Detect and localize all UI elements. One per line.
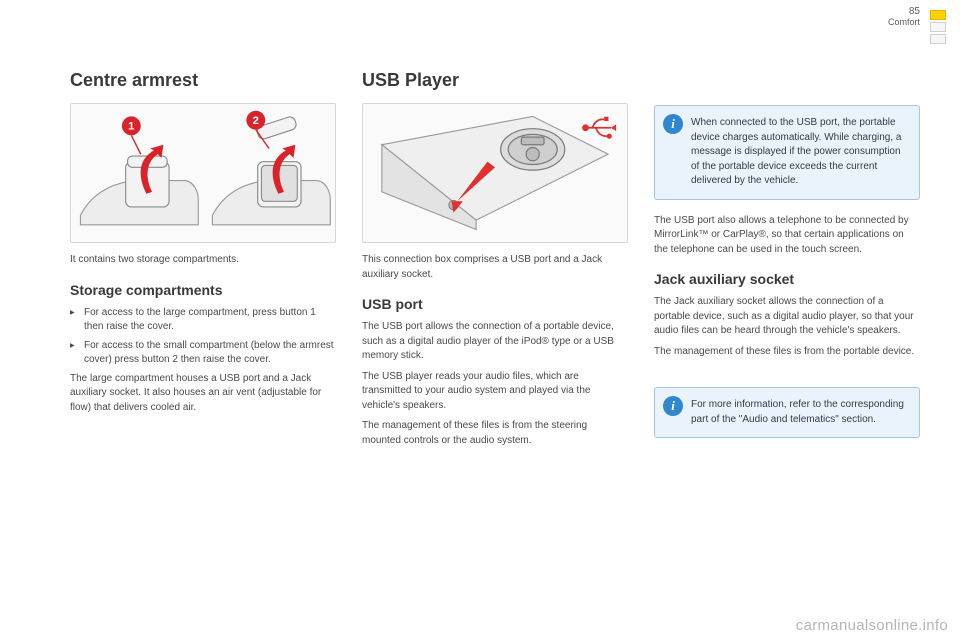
callout-2-text: 2 bbox=[253, 115, 259, 127]
info-box-reference: i For more information, refer to the cor… bbox=[654, 387, 920, 438]
page-header: 85 Comfort bbox=[888, 6, 920, 27]
usb-p1: The USB port allows the connection of a … bbox=[362, 320, 628, 364]
usb-p3: The management of these files is from th… bbox=[362, 419, 628, 448]
heading-storage-compartments: Storage compartments bbox=[70, 282, 336, 298]
tab-inactive-1 bbox=[930, 22, 946, 32]
mirrorlink-text: The USB port also allows a telephone to … bbox=[654, 214, 920, 258]
usb-caption: This connection box comprises a USB port… bbox=[362, 253, 628, 282]
info-icon: i bbox=[663, 396, 683, 416]
usb-p2: The USB player reads your audio files, w… bbox=[362, 370, 628, 414]
jack-p1: The Jack auxiliary socket allows the con… bbox=[654, 295, 920, 339]
info-charging-text: When connected to the USB port, the port… bbox=[691, 117, 901, 186]
bullet-large-compartment: For access to the large compartment, pre… bbox=[70, 306, 336, 335]
page-number: 85 bbox=[888, 6, 920, 17]
info-box-charging: i When connected to the USB port, the po… bbox=[654, 105, 920, 200]
storage-bullet-list: For access to the large compartment, pre… bbox=[70, 306, 336, 368]
heading-usb-player: USB Player bbox=[362, 70, 628, 91]
tab-active bbox=[930, 10, 946, 20]
info-icon: i bbox=[663, 114, 683, 134]
usb-svg bbox=[363, 104, 627, 242]
illustration-armrest: 1 2 bbox=[70, 103, 336, 243]
heading-centre-armrest: Centre armrest bbox=[70, 70, 336, 91]
armrest-svg: 1 2 bbox=[71, 104, 335, 242]
armrest-caption: It contains two storage compartments. bbox=[70, 253, 336, 268]
column-usb-player: USB Player bbox=[362, 70, 628, 454]
section-label: Comfort bbox=[888, 17, 920, 27]
tab-inactive-2 bbox=[930, 34, 946, 44]
bullet-small-compartment: For access to the small compartment (bel… bbox=[70, 339, 336, 368]
heading-usb-port: USB port bbox=[362, 296, 628, 312]
storage-after-text: The large compartment houses a USB port … bbox=[70, 372, 336, 416]
heading-jack-socket: Jack auxiliary socket bbox=[654, 271, 920, 287]
column-info-jack: i When connected to the USB port, the po… bbox=[654, 70, 920, 454]
info-reference-text: For more information, refer to the corre… bbox=[691, 399, 904, 425]
illustration-usb bbox=[362, 103, 628, 243]
jack-p2: The management of these files is from th… bbox=[654, 345, 920, 360]
column-centre-armrest: Centre armrest bbox=[70, 70, 336, 454]
watermark: carmanualsonline.info bbox=[796, 617, 948, 634]
side-tabs bbox=[930, 10, 946, 46]
callout-1-text: 1 bbox=[128, 121, 134, 133]
